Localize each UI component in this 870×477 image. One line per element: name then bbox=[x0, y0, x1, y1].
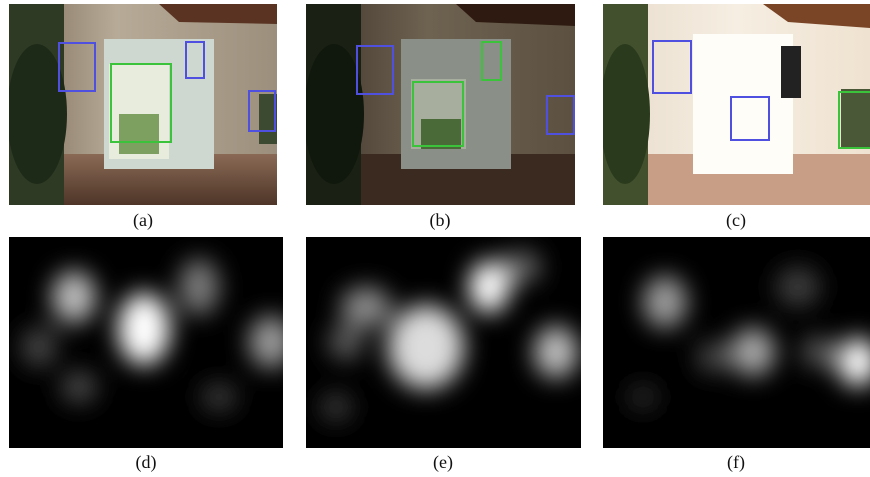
blue-box bbox=[185, 41, 205, 79]
blue-box bbox=[730, 96, 770, 141]
saliency-panel-e bbox=[306, 237, 581, 448]
caption-f: (f) bbox=[727, 452, 745, 472]
photo-panel-c bbox=[603, 4, 870, 205]
blue-box bbox=[248, 90, 276, 132]
caption-b: (b) bbox=[429, 210, 451, 230]
saliency-panel-f bbox=[603, 237, 870, 448]
green-box bbox=[481, 41, 502, 81]
photo-panel-b bbox=[306, 4, 575, 205]
blue-box bbox=[652, 40, 692, 94]
green-box bbox=[412, 81, 464, 147]
caption-e: (e) bbox=[433, 452, 453, 472]
caption-d: (d) bbox=[135, 452, 157, 472]
green-box bbox=[838, 91, 870, 149]
green-box bbox=[110, 63, 172, 143]
photo-panel-a bbox=[9, 4, 277, 205]
blue-box bbox=[58, 42, 96, 92]
saliency-panel-d bbox=[9, 237, 283, 448]
blue-box bbox=[546, 95, 575, 135]
blue-box bbox=[356, 45, 394, 95]
caption-a: (a) bbox=[133, 210, 153, 230]
caption-c: (c) bbox=[726, 210, 746, 230]
